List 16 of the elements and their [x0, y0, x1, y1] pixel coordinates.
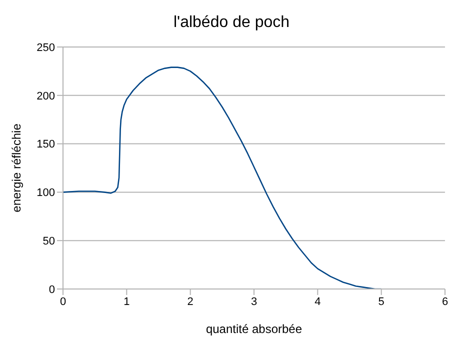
x-axis-title: quantité absorbée [206, 322, 302, 336]
x-tick-label: 4 [314, 296, 321, 308]
x-tick-label: 2 [187, 296, 194, 308]
x-tick-label: 3 [250, 296, 258, 308]
x-tick-label: 1 [124, 296, 130, 308]
y-tick-label: 50 [42, 236, 55, 248]
y-tick-label: 150 [36, 138, 55, 151]
x-tick-label: 0 [60, 296, 66, 308]
y-axis-title: energie réfléchie [9, 123, 24, 212]
y-tick-label: 250 [36, 42, 55, 54]
chart-title: l'albédo de poch [172, 13, 291, 33]
y-tick-label: 100 [36, 187, 55, 200]
x-tick-label: 5 [378, 296, 384, 308]
y-tick-label: 200 [36, 90, 55, 102]
y-tick-label: 0 [48, 284, 55, 296]
x-tick-label: 6 [442, 296, 448, 308]
